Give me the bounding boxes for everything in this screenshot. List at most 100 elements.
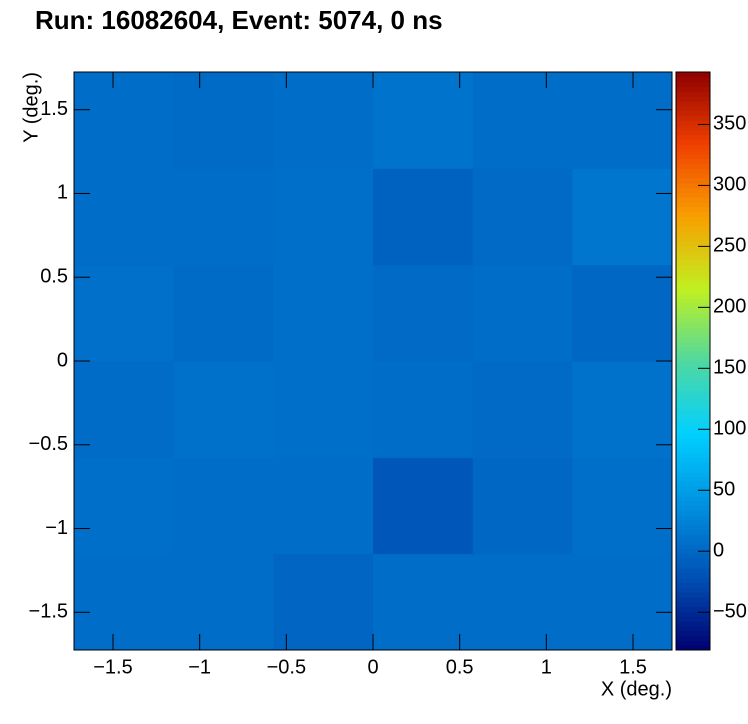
colorbar-segment (676, 529, 710, 535)
colorbar-segment (676, 389, 710, 396)
colorbar-segment (676, 577, 710, 584)
y-tick-label: 1 (57, 182, 68, 204)
colorbar-tick-label: 200 (713, 296, 746, 318)
heatmap-cell (74, 168, 175, 266)
colorbar-segment (676, 630, 710, 637)
colorbar-segment (676, 288, 710, 295)
colorbar-segment (676, 505, 710, 511)
colorbar-tick-label: 250 (713, 235, 746, 257)
colorbar-segment (676, 399, 710, 405)
colorbar-segment (676, 158, 710, 165)
colorbar-segment (676, 221, 710, 227)
colorbar-segment (676, 519, 710, 526)
colorbar-segment (676, 534, 710, 540)
y-tick-label: 0.5 (40, 266, 68, 288)
heatmap-cell (273, 553, 374, 651)
colorbar-segment (676, 491, 710, 497)
colorbar-tick-label: −50 (713, 600, 747, 622)
heatmap-cell (173, 72, 274, 169)
colorbar-segment (676, 621, 710, 627)
colorbar-segment (676, 206, 710, 213)
colorbar-segment (676, 356, 710, 362)
heatmap-cell (173, 361, 274, 458)
heatmap-cell (373, 361, 474, 458)
x-tick-label: 1.5 (619, 656, 647, 678)
heatmap-cell (472, 553, 573, 651)
heatmap-cell (373, 553, 474, 651)
colorbar-segment (676, 327, 710, 333)
colorbar-segment (676, 635, 710, 641)
colorbar-segment (676, 375, 710, 381)
heatmap-cell (472, 168, 573, 266)
colorbar-segment (676, 192, 710, 198)
colorbar-segment (676, 245, 710, 251)
colorbar-segment (676, 144, 710, 150)
chart-title: Run: 16082604, Event: 5074, 0 ns (35, 5, 443, 35)
colorbar-segment (676, 548, 710, 555)
heatmap-cell (572, 457, 673, 555)
colorbar-segment (676, 452, 710, 458)
heatmap-cell (472, 264, 573, 362)
colorbar-segment (676, 91, 710, 97)
colorbar-segment (676, 298, 710, 304)
colorbar-segment (676, 173, 710, 179)
colorbar-tick-label: 0 (713, 540, 724, 562)
colorbar-segment (676, 418, 710, 425)
colorbar-segment (676, 447, 710, 454)
colorbar-segment (676, 269, 710, 275)
colorbar-segment (676, 553, 710, 559)
heatmap-cell (173, 553, 274, 651)
colorbar-segment (676, 592, 710, 598)
colorbar-segment (676, 240, 710, 246)
heatmap-cell (472, 72, 573, 169)
colorbar-segment (676, 601, 710, 608)
colorbar-segment (676, 279, 710, 285)
heatmap-cell (572, 72, 673, 169)
colorbar-segment (676, 611, 710, 617)
colorbar-segment (676, 105, 710, 112)
colorbar-segment (676, 413, 710, 420)
heatmap-cell (273, 457, 374, 555)
colorbar-segment (676, 462, 710, 468)
heatmap-cell (373, 264, 474, 362)
colorbar-segment (676, 259, 710, 266)
colorbar-segment (676, 293, 710, 299)
colorbar-segment (676, 510, 710, 516)
heatmap-cell (572, 264, 673, 362)
colorbar-segment (676, 250, 710, 256)
colorbar-segment (676, 544, 710, 550)
x-tick-label: −0.5 (267, 656, 306, 678)
colorbar-segment (676, 351, 710, 357)
y-tick-label: −1 (45, 517, 68, 539)
colorbar-segment (676, 230, 710, 237)
colorbar-segment (676, 312, 710, 319)
colorbar-segment (676, 76, 710, 83)
colorbar-segment (676, 235, 710, 242)
colorbar-segment (676, 442, 710, 449)
y-tick-label: 0 (57, 349, 68, 371)
heatmap-cell (373, 72, 474, 169)
colorbar-segment (676, 361, 710, 367)
colorbar-segment (676, 572, 710, 579)
colorbar-segment (676, 597, 710, 603)
y-tick-label: 1.5 (40, 98, 68, 120)
heatmap-cell (273, 264, 374, 362)
colorbar-segment (676, 476, 710, 482)
colorbar-segment (676, 645, 710, 651)
colorbar-segment (676, 365, 710, 372)
colorbar-segment (676, 336, 710, 343)
colorbar-segment (676, 457, 710, 463)
colorbar-segment (676, 96, 710, 102)
colorbar-segment (676, 486, 710, 492)
colorbar-segment (676, 168, 710, 174)
colorbar-segment (676, 423, 710, 429)
heatmap-cell (373, 457, 474, 555)
colorbar-segment (676, 153, 710, 160)
colorbar-segment (676, 182, 710, 189)
heatmap-cell (373, 168, 474, 266)
colorbar-segment (676, 100, 710, 107)
x-axis-label: X (deg.) (601, 678, 672, 700)
colorbar-segment (676, 72, 710, 78)
colorbar-segment (676, 274, 710, 280)
